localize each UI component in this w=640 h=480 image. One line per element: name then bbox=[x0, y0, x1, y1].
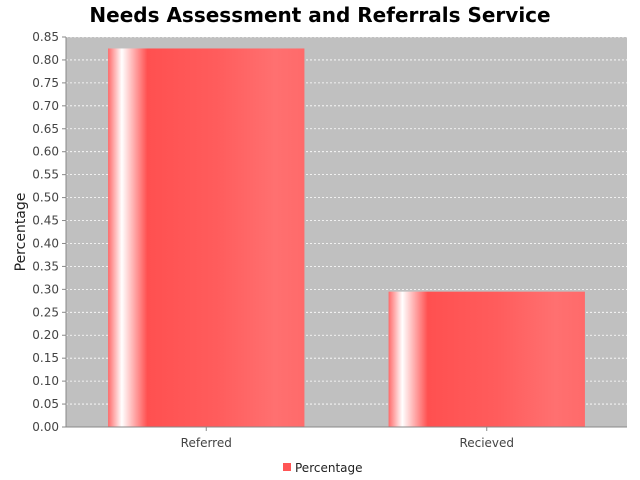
x-ticks: Referred Recieved bbox=[181, 427, 514, 450]
y-axis-label: Percentage bbox=[13, 193, 29, 272]
y-tick-label: 0.70 bbox=[32, 99, 59, 113]
y-tick-label: 0.85 bbox=[32, 30, 59, 44]
legend-swatch bbox=[283, 463, 291, 471]
legend-label: Percentage bbox=[295, 461, 363, 475]
y-tick-label: 0.75 bbox=[32, 76, 59, 90]
x-tick-label: Recieved bbox=[459, 436, 514, 450]
y-tick-label: 0.30 bbox=[32, 282, 59, 296]
bar-referred bbox=[108, 48, 305, 428]
y-tick-label: 0.20 bbox=[32, 328, 59, 342]
y-tick-label: 0.10 bbox=[32, 374, 59, 388]
y-tick-label: 0.35 bbox=[32, 259, 59, 273]
y-tick-label: 0.45 bbox=[32, 214, 59, 228]
y-tick-label: 0.65 bbox=[32, 122, 59, 136]
bar-recieved bbox=[388, 291, 585, 427]
y-tick-label: 0.00 bbox=[32, 420, 59, 434]
bars bbox=[108, 48, 585, 428]
y-tick-label: 0.05 bbox=[32, 397, 59, 411]
y-tick-label: 0.40 bbox=[32, 236, 59, 250]
chart-title: Needs Assessment and Referrals Service bbox=[89, 3, 550, 27]
y-tick-label: 0.80 bbox=[32, 53, 59, 67]
y-ticks: 0.00 0.05 0.10 0.15 0.20 0.25 0.30 0.35 0.40 0.45… bbox=[32, 30, 66, 434]
y-tick-label: 0.25 bbox=[32, 305, 59, 319]
y-tick-label: 0.15 bbox=[32, 351, 59, 365]
x-tick-label: Referred bbox=[181, 436, 232, 450]
legend: Percentage bbox=[283, 461, 363, 475]
y-tick-label: 0.60 bbox=[32, 145, 59, 159]
y-tick-label: 0.50 bbox=[32, 191, 59, 205]
y-tick-label: 0.55 bbox=[32, 168, 59, 182]
